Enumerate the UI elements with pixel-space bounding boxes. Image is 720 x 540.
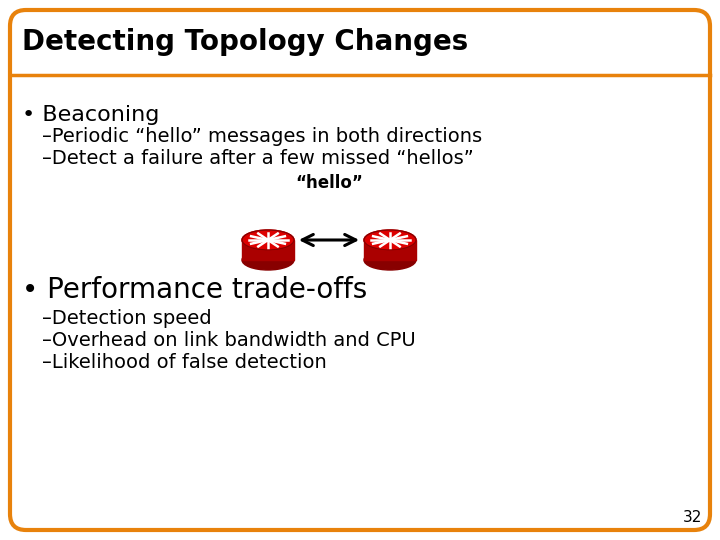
Ellipse shape <box>387 239 393 241</box>
Text: • Beaconing: • Beaconing <box>22 105 159 125</box>
Text: –Periodic “hello” messages in both directions: –Periodic “hello” messages in both direc… <box>42 127 482 146</box>
Text: –Detect a failure after a few missed “hellos”: –Detect a failure after a few missed “he… <box>42 148 474 167</box>
Ellipse shape <box>364 230 416 250</box>
Text: –Detection speed: –Detection speed <box>42 308 212 327</box>
Text: “hello”: “hello” <box>295 174 363 192</box>
Polygon shape <box>242 240 294 260</box>
Text: –Overhead on link bandwidth and CPU: –Overhead on link bandwidth and CPU <box>42 330 415 349</box>
FancyBboxPatch shape <box>10 10 710 530</box>
Polygon shape <box>364 240 416 260</box>
Ellipse shape <box>242 250 294 270</box>
Ellipse shape <box>242 230 294 250</box>
Text: –Likelihood of false detection: –Likelihood of false detection <box>42 353 327 372</box>
Text: Detecting Topology Changes: Detecting Topology Changes <box>22 29 468 57</box>
Text: 32: 32 <box>683 510 702 525</box>
Text: • Performance trade-offs: • Performance trade-offs <box>22 276 367 304</box>
Ellipse shape <box>265 239 271 241</box>
Ellipse shape <box>364 250 416 270</box>
